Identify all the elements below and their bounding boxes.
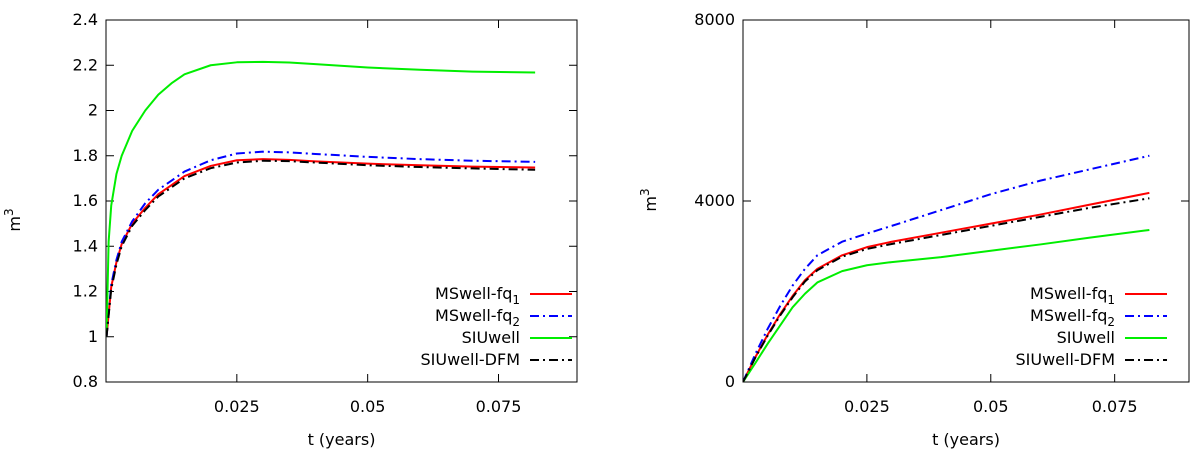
legend-entry-label: SIUwell-DFM: [420, 350, 520, 369]
x-tick-label: 0.025: [844, 397, 890, 416]
series-line-2: [106, 150, 536, 337]
legend-entry-sub: 1: [1107, 293, 1115, 307]
y-tick-label: 2: [88, 101, 98, 120]
y-axis-label: m3: [2, 208, 24, 231]
x-tick-label: 0.05: [973, 397, 1009, 416]
series-line-3: [106, 60, 536, 337]
series-line-2: [743, 154, 1150, 382]
legend-entry-sub: 1: [512, 293, 520, 307]
x-axis-label: t (years): [308, 430, 376, 449]
plot-frame: [742, 19, 1190, 383]
y-tick-label: 1: [88, 327, 98, 346]
y-tick-label: 2.2: [73, 55, 98, 74]
legend-entry-label: MSwell-fq1: [1030, 284, 1115, 307]
series-line-3: [743, 228, 1150, 382]
y-tick-label: 0.8: [73, 372, 98, 391]
y-tick-label: 1.4: [73, 236, 98, 255]
x-axis-label: t (years): [932, 430, 1000, 449]
y-tick-label: 4000: [694, 191, 735, 210]
legend-entry-sub: 2: [1107, 315, 1115, 329]
y-tick-label: 1.6: [73, 191, 98, 210]
legend-entry-sub: 2: [512, 315, 520, 329]
x-tick-label: 0.025: [214, 397, 260, 416]
series-line-4: [743, 197, 1150, 382]
series-line-4: [106, 159, 536, 337]
legend-entry-label: SIUwell-DFM: [1015, 350, 1115, 369]
series-line-1: [106, 158, 536, 337]
y-axis-label: m3: [638, 188, 660, 211]
x-tick-label: 0.05: [350, 397, 386, 416]
y-tick-label: 8000: [694, 10, 735, 29]
y-tick-label: 2.4: [73, 10, 98, 29]
y-tick-label: 1.8: [73, 146, 98, 165]
y-tick-label: 1.2: [73, 282, 98, 301]
legend-entry-label: MSwell-fq1: [435, 284, 520, 307]
x-tick-label: 0.075: [1092, 397, 1138, 416]
legend-entry-label: SIUwell: [1057, 328, 1115, 347]
legend-entry-label: MSwell-fq2: [435, 306, 520, 329]
chart-2: 0 4000 8000 0.025 0.05 0.075 t (years) m3 MSwell…: [638, 10, 1190, 449]
legend-entry-label: MSwell-fq2: [1030, 306, 1115, 329]
y-axis-label-sup: 3: [638, 188, 652, 196]
chart-1: 0.8 1 1.2 1.4 1.6 1.8 2 2.2 2.4 0.025 0.05 0.075 t (…: [2, 10, 578, 449]
y-axis-label-sup: 3: [2, 208, 16, 216]
x-tick-label: 0.075: [476, 397, 522, 416]
y-tick-label: 0: [725, 372, 735, 391]
legend-entry-label: SIUwell: [462, 328, 520, 347]
